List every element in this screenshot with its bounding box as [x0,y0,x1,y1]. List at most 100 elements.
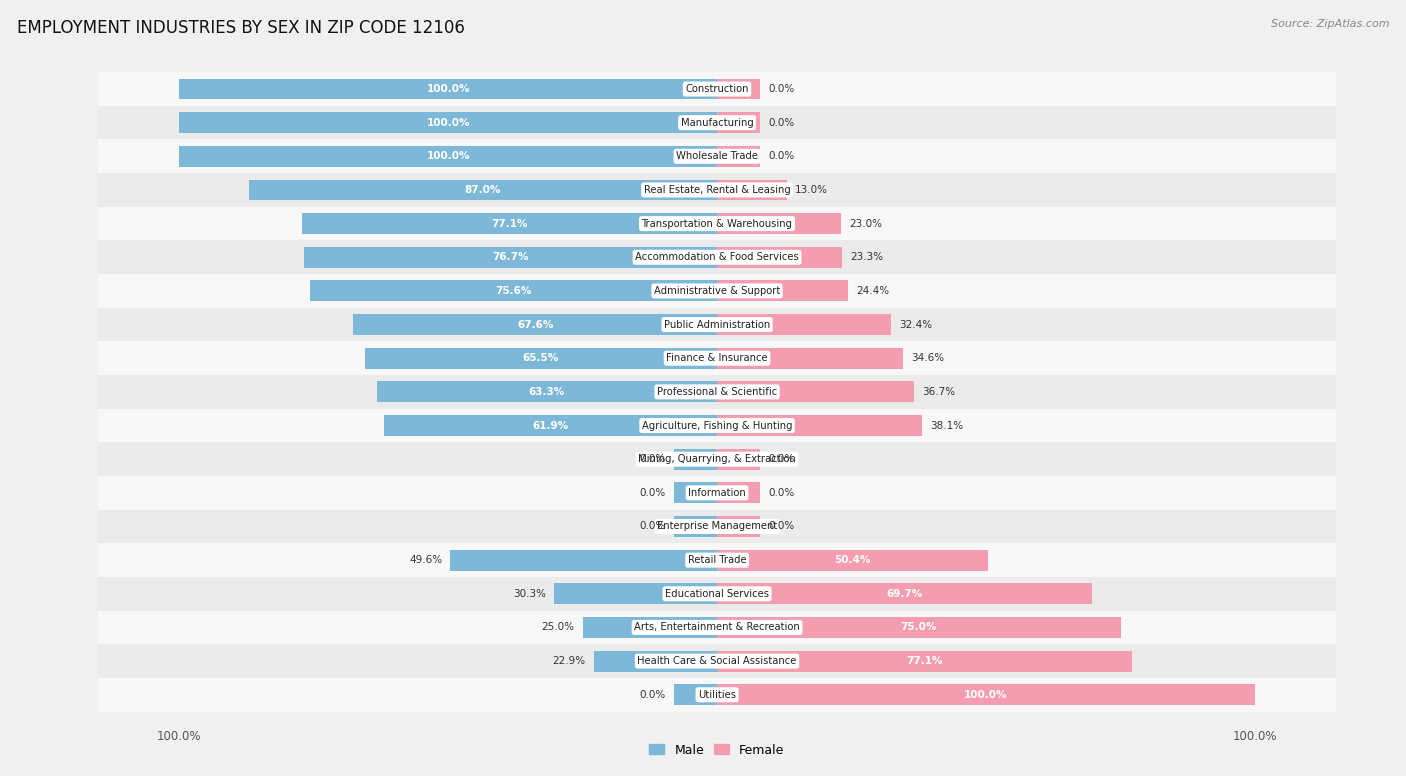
Text: Arts, Entertainment & Recreation: Arts, Entertainment & Recreation [634,622,800,632]
Text: Source: ZipAtlas.com: Source: ZipAtlas.com [1271,19,1389,29]
Bar [717,584,1092,605]
Bar [72,308,1362,341]
Text: Manufacturing: Manufacturing [681,118,754,128]
Bar [72,476,1362,510]
Bar [717,483,761,504]
Text: Mining, Quarrying, & Extraction: Mining, Quarrying, & Extraction [638,454,796,464]
Bar [72,611,1362,644]
Text: 25.0%: 25.0% [541,622,575,632]
Text: 0.0%: 0.0% [768,84,794,94]
Bar [72,409,1362,442]
Bar [311,280,717,301]
Bar [179,113,717,133]
Text: Professional & Scientific: Professional & Scientific [657,387,778,397]
Bar [717,415,922,436]
Text: 0.0%: 0.0% [640,690,666,700]
Bar [717,449,761,469]
Text: 61.9%: 61.9% [533,421,568,431]
Bar [717,78,761,99]
Bar [717,247,842,268]
Text: 38.1%: 38.1% [931,421,963,431]
Bar [72,510,1362,543]
Text: Administrative & Support: Administrative & Support [654,286,780,296]
Text: Educational Services: Educational Services [665,589,769,599]
Bar [72,274,1362,308]
Bar [717,280,848,301]
Text: 63.3%: 63.3% [529,387,565,397]
Bar [673,684,717,705]
Text: 100.0%: 100.0% [426,151,470,161]
Text: 32.4%: 32.4% [900,320,932,330]
Bar [72,173,1362,206]
Bar [353,314,717,335]
Text: 30.3%: 30.3% [513,589,546,599]
Text: Public Administration: Public Administration [664,320,770,330]
Text: 76.7%: 76.7% [492,252,529,262]
Text: 49.6%: 49.6% [409,555,441,565]
Text: 0.0%: 0.0% [768,521,794,532]
Bar [305,247,717,268]
Bar [249,179,717,200]
Bar [384,415,717,436]
Text: Enterprise Management: Enterprise Management [657,521,778,532]
Text: 100.0%: 100.0% [965,690,1008,700]
Bar [717,382,914,402]
Bar [717,113,761,133]
Bar [72,241,1362,274]
Text: 34.6%: 34.6% [911,353,945,363]
Bar [72,72,1362,106]
Text: Transportation & Warehousing: Transportation & Warehousing [641,219,793,229]
Legend: Male, Female: Male, Female [644,739,790,761]
Text: 69.7%: 69.7% [886,589,922,599]
Text: Wholesale Trade: Wholesale Trade [676,151,758,161]
Bar [72,140,1362,173]
Text: Agriculture, Fishing & Hunting: Agriculture, Fishing & Hunting [641,421,793,431]
Bar [179,146,717,167]
Bar [717,549,988,570]
Text: 22.9%: 22.9% [553,656,586,666]
Bar [717,314,891,335]
Bar [72,442,1362,476]
Bar [72,341,1362,375]
Text: 0.0%: 0.0% [640,454,666,464]
Text: 75.6%: 75.6% [495,286,531,296]
Text: 24.4%: 24.4% [856,286,890,296]
Text: 0.0%: 0.0% [768,488,794,498]
Bar [717,348,903,369]
Text: 0.0%: 0.0% [768,118,794,128]
Text: Utilities: Utilities [697,690,737,700]
Text: Accommodation & Food Services: Accommodation & Food Services [636,252,799,262]
Bar [72,206,1362,241]
Bar [72,375,1362,409]
Text: 65.5%: 65.5% [523,353,560,363]
Text: 87.0%: 87.0% [465,185,502,195]
Text: Retail Trade: Retail Trade [688,555,747,565]
Text: Real Estate, Rental & Leasing: Real Estate, Rental & Leasing [644,185,790,195]
Bar [717,650,1132,671]
Text: Construction: Construction [685,84,749,94]
Bar [717,684,1256,705]
Bar [377,382,717,402]
Text: 77.1%: 77.1% [907,656,942,666]
Text: 75.0%: 75.0% [901,622,936,632]
Bar [717,213,841,234]
Bar [717,146,761,167]
Text: 0.0%: 0.0% [640,488,666,498]
Bar [72,577,1362,611]
Bar [364,348,717,369]
Bar [717,516,761,537]
Text: 0.0%: 0.0% [768,151,794,161]
Text: 13.0%: 13.0% [794,185,828,195]
Text: 100.0%: 100.0% [426,118,470,128]
Bar [593,650,717,671]
Text: 23.0%: 23.0% [849,219,882,229]
Text: 77.1%: 77.1% [492,219,527,229]
Bar [72,678,1362,712]
Text: 36.7%: 36.7% [922,387,956,397]
Bar [673,483,717,504]
Bar [554,584,717,605]
Text: 100.0%: 100.0% [426,84,470,94]
Bar [450,549,717,570]
Text: Finance & Insurance: Finance & Insurance [666,353,768,363]
Bar [673,449,717,469]
